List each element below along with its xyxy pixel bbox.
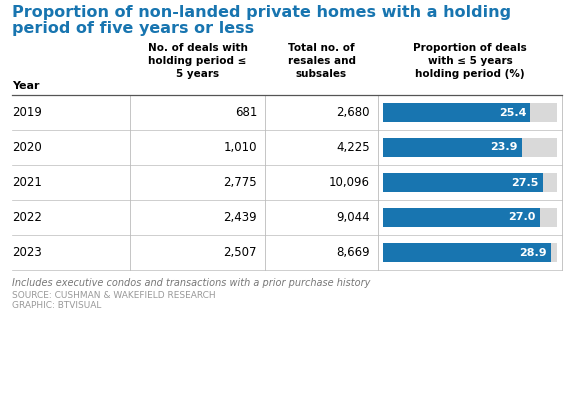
Text: 10,096: 10,096: [329, 176, 370, 189]
Text: Proportion of non-landed private homes with a holding: Proportion of non-landed private homes w…: [12, 5, 511, 20]
Bar: [383, 243, 557, 262]
Text: 2,507: 2,507: [223, 246, 257, 259]
Bar: [383, 103, 530, 122]
Text: 681: 681: [235, 106, 257, 119]
Text: 8,669: 8,669: [336, 246, 370, 259]
Text: 25.4: 25.4: [499, 107, 526, 117]
Text: No. of deals with
holding period ≤
5 years: No. of deals with holding period ≤ 5 yea…: [148, 43, 247, 79]
Text: 2,439: 2,439: [223, 211, 257, 224]
Text: Includes executive condos and transactions with a prior purchase history: Includes executive condos and transactio…: [12, 278, 370, 288]
Text: 2020: 2020: [12, 141, 42, 154]
Text: 1,010: 1,010: [223, 141, 257, 154]
Text: Total no. of
resales and
subsales: Total no. of resales and subsales: [288, 43, 355, 79]
Text: SOURCE: CUSHMAN & WAKEFIELD RESEARCH: SOURCE: CUSHMAN & WAKEFIELD RESEARCH: [12, 291, 216, 300]
Text: 28.9: 28.9: [519, 247, 546, 258]
Text: 2023: 2023: [12, 246, 42, 259]
Text: 2,680: 2,680: [336, 106, 370, 119]
Text: period of five years or less: period of five years or less: [12, 21, 254, 36]
Bar: [383, 103, 557, 122]
Bar: [383, 139, 557, 157]
Text: Proportion of deals
with ≤ 5 years
holding period (%): Proportion of deals with ≤ 5 years holdi…: [413, 43, 527, 79]
Text: GRAPHIC: BTVISUAL: GRAPHIC: BTVISUAL: [12, 301, 102, 310]
Bar: [383, 209, 540, 227]
Text: 27.0: 27.0: [508, 213, 536, 222]
Bar: [383, 173, 557, 192]
Text: 2,775: 2,775: [223, 176, 257, 189]
Text: 2021: 2021: [12, 176, 42, 189]
Text: 2019: 2019: [12, 106, 42, 119]
Text: 9,044: 9,044: [336, 211, 370, 224]
Bar: [383, 209, 557, 227]
Bar: [383, 139, 522, 157]
Bar: [383, 243, 550, 262]
Text: 23.9: 23.9: [490, 143, 518, 153]
Bar: [383, 173, 542, 192]
Text: Year: Year: [12, 81, 40, 91]
Text: 4,225: 4,225: [336, 141, 370, 154]
Text: 2022: 2022: [12, 211, 42, 224]
Text: 27.5: 27.5: [511, 177, 538, 188]
